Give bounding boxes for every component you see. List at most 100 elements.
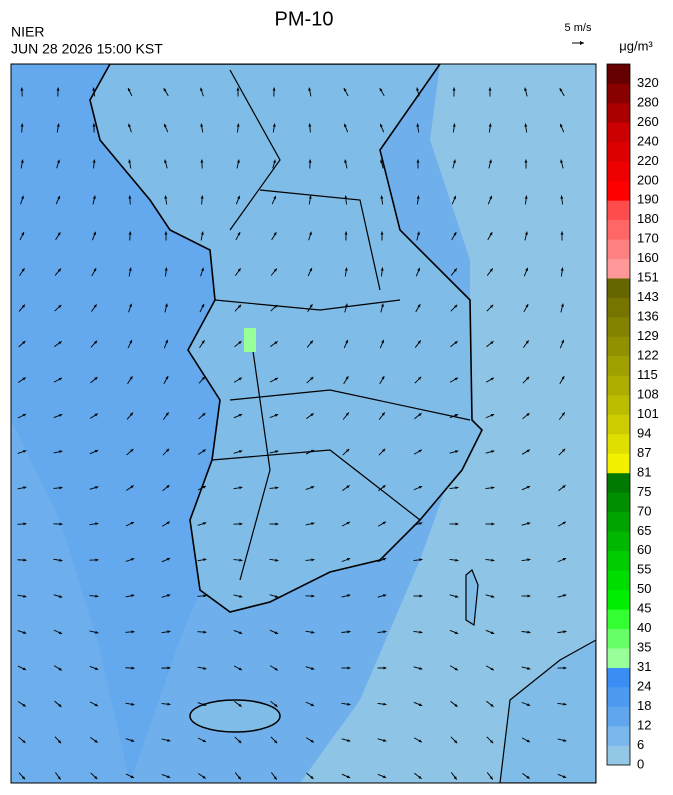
wind-scale-label: 5 m/s (565, 22, 592, 34)
colorbar-label: 180 (637, 211, 659, 226)
colorbar-label: 24 (637, 679, 651, 694)
colorbar-label: 87 (637, 445, 651, 460)
wind-arrow-head (164, 159, 168, 163)
wind-arrow-head (309, 231, 312, 236)
wind-arrow-head (489, 195, 492, 200)
wind-arrow-head (236, 87, 240, 91)
wind-arrow-head (275, 558, 279, 562)
colorbar-label: 220 (637, 153, 659, 168)
wind-arrow-head (454, 377, 458, 381)
unit: μg/m³ (619, 38, 653, 53)
colorbar-segment (607, 180, 630, 201)
wind-arrow-head (131, 594, 135, 598)
wind-arrow-head (274, 414, 279, 417)
wind-arrow-head (56, 123, 60, 127)
colorbar-label: 151 (637, 270, 659, 285)
peninsula (89, 64, 483, 613)
wind-arrow-head (489, 268, 493, 272)
wind-arrow-head (452, 123, 456, 127)
wind-arrow-head (237, 776, 241, 780)
wind-arrow-head (525, 304, 529, 308)
wind-arrow-head (129, 376, 133, 380)
colorbar-segment (607, 609, 630, 629)
wind-arrow-head (203, 666, 207, 670)
wind-arrow-head (490, 377, 494, 381)
wind-arrow-head (166, 775, 171, 778)
wind-arrow-head (311, 594, 315, 598)
wind-arrow-head (202, 739, 207, 743)
wind-arrow-head (274, 341, 278, 345)
wind-arrow-head (201, 340, 205, 344)
wind-arrow-head (202, 703, 207, 706)
colorbar-segment (607, 531, 630, 552)
wind-arrow-head (58, 414, 63, 417)
colorbar-segment (607, 570, 630, 591)
wind-arrow-head (239, 522, 243, 526)
wind-arrow-head (561, 376, 565, 380)
wind-arrow-head (310, 413, 314, 417)
wind-arrow-head (57, 195, 60, 200)
wind-arrow-head (419, 522, 423, 526)
colorbar-label: 12 (637, 717, 651, 732)
colorbar-label: 129 (637, 328, 659, 343)
colorbar-label: 320 (637, 75, 659, 90)
wind-arrow-head (562, 775, 567, 778)
wind-arrow-head (274, 304, 278, 309)
wind-arrow-head (21, 268, 25, 272)
wind-arrow-head (454, 739, 458, 744)
colorbar-label: 6 (637, 737, 644, 752)
wind-arrow-head (59, 558, 63, 562)
wind-arrow-head (167, 702, 171, 706)
wind-arrow-head (22, 739, 26, 743)
wind-arrow-head (202, 522, 207, 525)
wind-arrow-head (381, 412, 385, 416)
wind-arrow-head (524, 123, 528, 127)
colorbar: 0 6 12 18 24 31 35 40 45 50 55 60 65 70 75 81 87 94 101 108… (606, 63, 659, 771)
wind-arrow-head (165, 412, 169, 416)
wind-arrow-head (561, 412, 565, 416)
wind-scale-head (580, 41, 584, 45)
wind-arrow-head (560, 195, 564, 199)
colorbar-segment (607, 414, 630, 435)
wind-arrow-head (524, 159, 528, 163)
colorbar-segment (607, 356, 630, 376)
wind-arrow-head (201, 376, 205, 380)
colorbar-label: 143 (637, 289, 659, 304)
wind-arrow-head (129, 412, 133, 416)
colorbar-segment (607, 239, 630, 260)
wind-arrow-head (128, 231, 132, 235)
wind-arrow-head (524, 231, 528, 235)
wind-arrow-head (524, 195, 528, 199)
wind-arrow-head (237, 232, 241, 236)
wind-arrow-head (490, 631, 495, 634)
wind-arrow-head (527, 666, 531, 670)
wind-arrow-head (21, 195, 24, 200)
wind-arrow-head (238, 631, 243, 634)
wind-arrow-head (167, 594, 171, 598)
wind-arrow-head (94, 450, 99, 453)
wind-arrow-head (166, 485, 170, 489)
wind-arrow-head (237, 195, 240, 200)
colorbar-segment (607, 453, 630, 474)
wind-arrow-head (347, 738, 351, 742)
colorbar-label: 160 (637, 250, 659, 265)
wind-arrow-head (58, 595, 63, 598)
wind-arrow-head (275, 486, 279, 490)
colorbar-segment (607, 219, 630, 240)
wind-arrow-head (58, 631, 63, 634)
wind-arrow-head (562, 485, 566, 489)
wind-arrow-head (166, 558, 171, 561)
wind-arrow-head (525, 376, 530, 380)
wind-arrow-head (416, 87, 420, 91)
wind-arrow-head (59, 522, 63, 526)
wind-arrow-head (239, 558, 243, 562)
wind-arrow-head (344, 123, 347, 128)
wind-arrow-head (490, 414, 495, 417)
wind-arrow-head (381, 376, 385, 380)
colorbar-segment (607, 433, 630, 454)
wind-arrow-head (95, 630, 99, 634)
wind-arrow-head (165, 376, 169, 380)
colorbar-segment (607, 589, 630, 610)
wind-arrow-head (308, 195, 312, 199)
colorbar-label: 18 (637, 698, 651, 713)
